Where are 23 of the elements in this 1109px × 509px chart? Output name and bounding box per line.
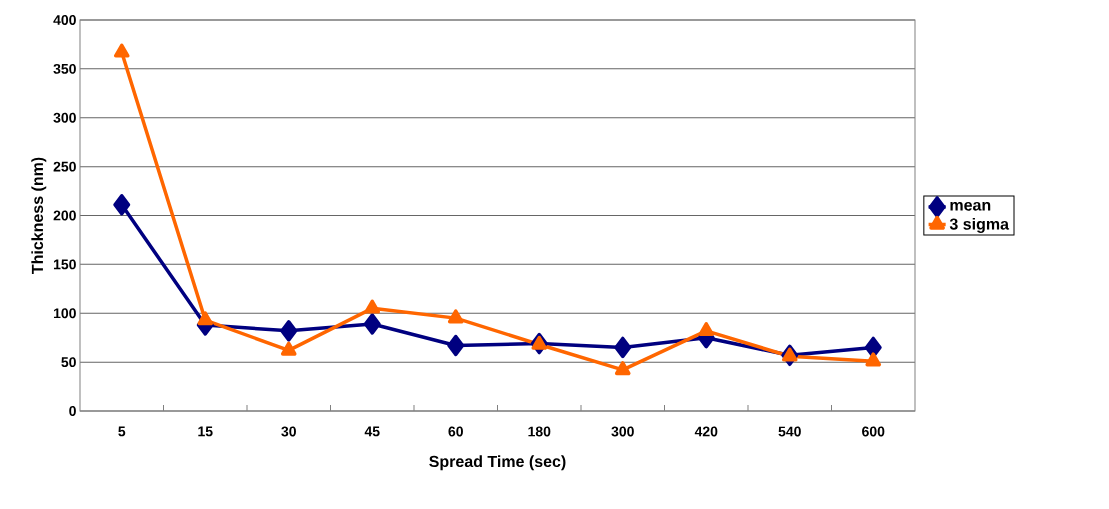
x-tick-label: 300 (611, 426, 634, 437)
y-tick-label: 50 (61, 357, 76, 368)
x-tick-label: 540 (778, 426, 801, 437)
y-axis-title: Thickness (nm) (31, 157, 47, 275)
x-tick-label: 5 (118, 426, 126, 437)
x-tick-label: 60 (448, 426, 463, 437)
x-tick-label: 45 (364, 426, 380, 437)
x-tick-label: 180 (528, 426, 551, 437)
x-tick-label: 30 (281, 426, 296, 437)
x-tick-label: 15 (198, 426, 213, 437)
y-tick-label: 150 (53, 259, 76, 270)
y-tick-label: 250 (53, 161, 76, 172)
y-tick-label: 100 (53, 308, 76, 319)
legend-label: mean (950, 201, 991, 211)
y-tick-label: 0 (69, 406, 76, 416)
x-axis-title: Spread Time (sec) (429, 455, 566, 471)
x-tick-label: 600 (862, 426, 885, 437)
legend-label: 3 sigma (949, 217, 1010, 233)
y-tick-label: 400 (53, 15, 76, 25)
y-tick-label: 350 (53, 63, 76, 74)
y-tick-label: 300 (53, 112, 76, 123)
x-tick-label: 420 (694, 426, 718, 437)
y-tick-label: 200 (53, 210, 76, 221)
